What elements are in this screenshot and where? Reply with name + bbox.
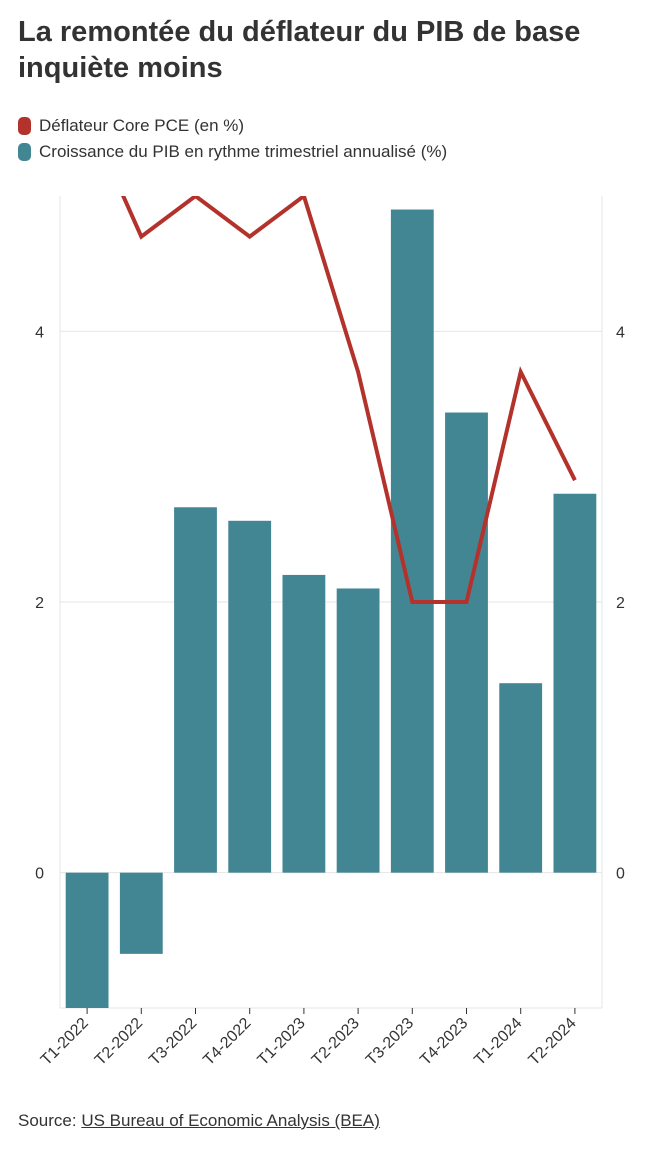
bar-T4-2022: [228, 520, 272, 873]
legend-label-line: Déflateur Core PCE (en %): [39, 116, 245, 135]
xtick-label-T1-2024: T1-2024: [471, 1015, 525, 1069]
legend-item-bars[interactable]: Croissance du PIB en rythme trimestriel …: [18, 139, 447, 165]
bar-T3-2022: [174, 507, 217, 873]
xtick-label-T2-2024: T2-2024: [526, 1015, 580, 1069]
xtick-label-T3-2023: T3-2023: [363, 1015, 417, 1069]
xtick-label-T2-2023: T2-2023: [309, 1015, 363, 1069]
line-series-group: [121, 196, 577, 604]
legend-swatch-line: [18, 117, 31, 135]
source-link[interactable]: US Bureau of Economic Analysis (BEA): [81, 1111, 380, 1130]
bar-T1-2023: [282, 574, 326, 873]
xtick-label-T1-2023: T1-2023: [255, 1015, 309, 1069]
bar-series: [65, 209, 597, 1008]
chart-title: La remontée du déflateur du PIB de base …: [18, 16, 581, 84]
xtick-label-T2-2022: T2-2022: [92, 1015, 146, 1069]
xtick-label-T4-2023: T4-2023: [417, 1015, 471, 1069]
ytick-label-right: 2: [616, 595, 625, 612]
bar-T1-2024: [499, 683, 543, 873]
ytick-label-right: 0: [616, 866, 625, 883]
xtick-label-T1-2022: T1-2022: [38, 1015, 92, 1069]
legend-item-line[interactable]: Déflateur Core PCE (en %): [18, 113, 447, 139]
bar-T1-2022: [65, 872, 109, 1008]
source-prefix: Source:: [18, 1111, 82, 1130]
ytick-label-left: 2: [35, 595, 44, 612]
bar-T2-2023: [336, 588, 380, 873]
xtick-label-T4-2022: T4-2022: [200, 1015, 254, 1069]
ytick-label-left: 4: [35, 324, 44, 341]
xtick-label-T3-2022: T3-2022: [146, 1015, 200, 1069]
bar-T2-2024: [553, 493, 597, 873]
line-series: [121, 196, 577, 604]
legend: Déflateur Core PCE (en %) Croissance du …: [18, 113, 447, 165]
bar-T4-2023: [445, 412, 488, 873]
bar-T2-2022: [119, 872, 163, 954]
legend-label-bars: Croissance du PIB en rythme trimestriel …: [39, 142, 448, 161]
ytick-label-right: 4: [616, 324, 625, 341]
chart-area: 0 02 24 4T1-2022 T2-2022 T3-2022 T4-2022 T1-202…: [35, 196, 625, 1069]
legend-swatch-bars: [18, 143, 31, 161]
source-note: Source: US Bureau of Economic Analysis (…: [18, 1111, 380, 1131]
ytick-label-left: 0: [35, 866, 44, 883]
